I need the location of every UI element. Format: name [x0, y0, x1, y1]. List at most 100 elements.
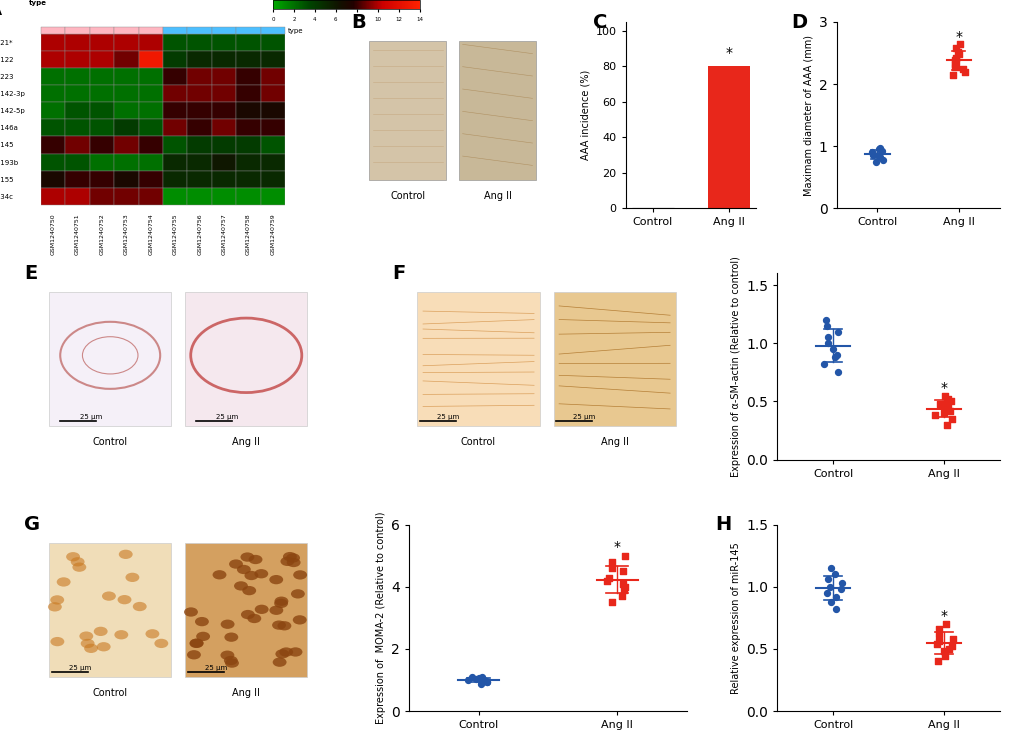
Bar — [65, 85, 90, 103]
Point — [828, 325, 845, 337]
Circle shape — [236, 565, 251, 574]
Point — [937, 402, 954, 414]
Bar — [187, 136, 212, 153]
Bar — [139, 171, 163, 188]
Point — [944, 69, 960, 81]
Point — [944, 633, 960, 645]
Circle shape — [233, 581, 248, 591]
Bar — [212, 85, 236, 103]
Bar — [261, 34, 285, 51]
Circle shape — [196, 632, 210, 641]
Circle shape — [229, 559, 243, 569]
Bar — [212, 27, 236, 34]
Bar — [261, 27, 285, 34]
Bar — [139, 51, 163, 68]
Point — [935, 390, 952, 402]
Circle shape — [224, 633, 238, 642]
Point — [928, 655, 945, 667]
Bar — [90, 27, 114, 34]
Bar — [65, 119, 90, 136]
Text: Control: Control — [461, 437, 495, 446]
Bar — [139, 85, 163, 103]
Point — [603, 562, 620, 574]
Bar — [65, 51, 90, 68]
Circle shape — [125, 572, 140, 582]
Bar — [212, 171, 236, 188]
Bar — [41, 103, 65, 119]
Point — [869, 144, 886, 155]
Point — [948, 52, 964, 64]
Bar — [41, 68, 65, 85]
Text: A: A — [0, 0, 2, 18]
Bar — [163, 119, 187, 136]
Bar — [236, 51, 261, 68]
Text: Control: Control — [93, 437, 127, 446]
Circle shape — [282, 552, 297, 561]
Circle shape — [288, 647, 303, 657]
Bar — [163, 103, 187, 119]
Circle shape — [114, 630, 128, 639]
Point — [930, 628, 947, 640]
Bar — [261, 171, 285, 188]
Point — [871, 142, 888, 154]
Point — [828, 349, 845, 361]
Text: 25 μm: 25 μm — [436, 413, 459, 419]
Circle shape — [277, 621, 291, 630]
Circle shape — [249, 555, 262, 564]
Bar — [90, 68, 114, 85]
Bar — [261, 51, 285, 68]
Point — [874, 154, 891, 166]
Text: 25 μm: 25 μm — [205, 665, 226, 671]
Point — [935, 408, 952, 419]
Bar — [187, 85, 212, 103]
Point — [927, 638, 944, 650]
Point — [826, 351, 843, 363]
Point — [479, 676, 495, 688]
Point — [827, 591, 844, 603]
Point — [938, 400, 955, 412]
Bar — [114, 27, 139, 34]
Bar — [187, 34, 212, 51]
Bar — [236, 103, 261, 119]
Point — [954, 63, 970, 75]
Point — [947, 43, 963, 54]
Text: *: * — [940, 609, 947, 623]
Point — [613, 590, 630, 602]
Point — [600, 572, 616, 583]
Text: C: C — [592, 12, 607, 32]
Point — [822, 562, 839, 574]
Circle shape — [183, 608, 198, 616]
Bar — [139, 34, 163, 51]
Bar — [90, 119, 114, 136]
Bar — [41, 171, 65, 188]
Y-axis label: Expression of  MOMA-2 (Relative to control): Expression of MOMA-2 (Relative to contro… — [375, 512, 385, 724]
Circle shape — [220, 651, 234, 660]
Point — [937, 618, 954, 630]
Text: 25 μm: 25 μm — [573, 413, 595, 419]
Bar — [417, 292, 539, 426]
Bar — [114, 68, 139, 85]
Bar — [114, 34, 139, 51]
Bar — [459, 40, 536, 180]
Text: H: H — [714, 515, 731, 534]
Point — [821, 581, 838, 593]
Point — [824, 343, 841, 355]
Point — [614, 565, 631, 577]
Bar — [90, 51, 114, 68]
Text: F: F — [392, 264, 406, 283]
Point — [614, 578, 631, 589]
Text: E: E — [24, 264, 38, 283]
Point — [479, 677, 495, 688]
Point — [822, 596, 839, 608]
Point — [815, 358, 832, 370]
Circle shape — [48, 603, 62, 611]
Bar — [236, 27, 261, 34]
Point — [614, 584, 631, 596]
Point — [931, 398, 948, 410]
Text: Ang II: Ang II — [600, 437, 628, 446]
Circle shape — [79, 631, 93, 641]
Circle shape — [94, 627, 108, 636]
Circle shape — [220, 619, 234, 629]
Circle shape — [57, 578, 70, 586]
Point — [826, 603, 843, 615]
